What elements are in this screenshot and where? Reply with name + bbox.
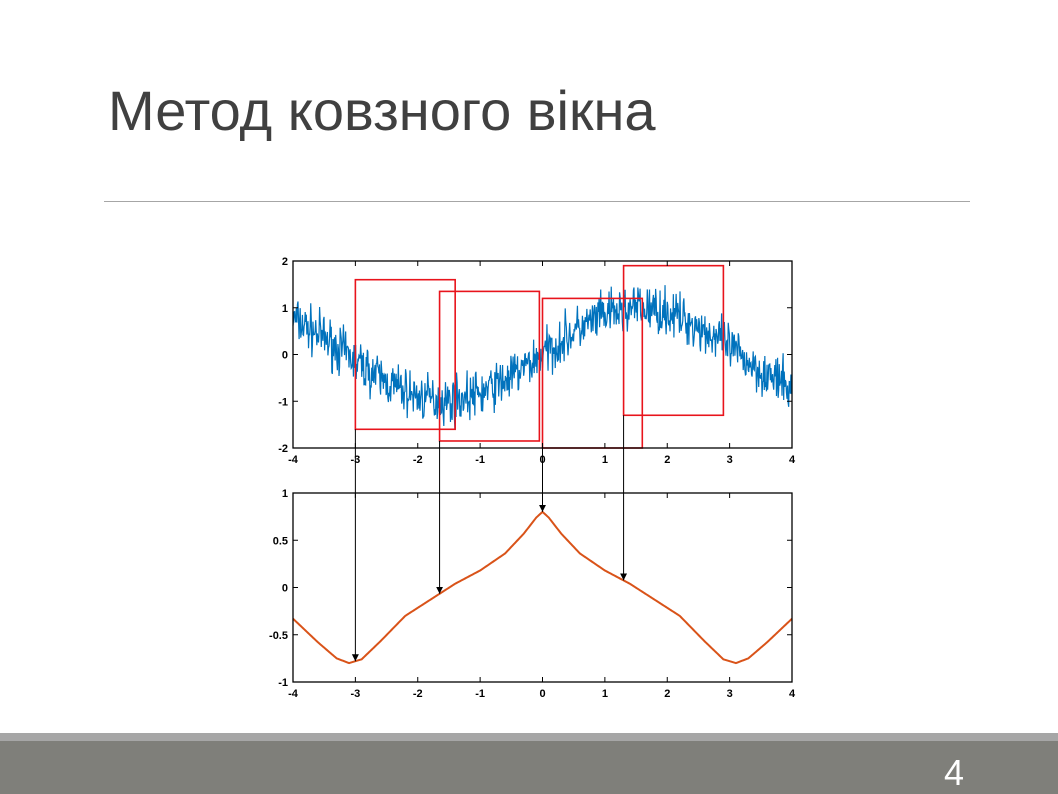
- bottom-ytick-label: -0.5: [269, 630, 288, 642]
- bottom-ytick-label: -1: [278, 677, 288, 689]
- top-xtick-label: 2: [664, 454, 670, 466]
- page-number: 4: [943, 752, 964, 793]
- top-xtick-label: -2: [413, 454, 423, 466]
- top-xtick-label: 4: [789, 454, 796, 466]
- slide-title: Метод ковзного вікна: [108, 79, 656, 142]
- bottom-ytick-label: 1: [282, 488, 288, 500]
- bottom-xtick-label: 1: [602, 688, 608, 700]
- top-xtick-label: -1: [475, 454, 485, 466]
- top-ytick-label: 1: [282, 303, 288, 315]
- smoothed-signal-plot: -4 -3 -2 -1 0 1 2 3 4 1 0.5 0 -0.5 -1: [269, 488, 796, 700]
- bottom-xtick-label: -1: [475, 688, 485, 700]
- footer-bar: [0, 741, 1058, 794]
- bottom-ytick-label: 0: [282, 583, 288, 595]
- smoothed-curve-line: [292, 510, 793, 665]
- bottom-xtick-label: 4: [789, 688, 796, 700]
- window-box-1: [354, 278, 456, 431]
- title-divider: [104, 201, 970, 202]
- bottom-ytick-label: 0.5: [273, 535, 288, 547]
- top-xtick-label: 3: [727, 454, 733, 466]
- top-ytick-label: -1: [278, 396, 288, 408]
- bottom-xtick-label: -4: [288, 688, 299, 700]
- footer-accent-line: [0, 733, 1058, 741]
- window-box-4: [622, 264, 725, 417]
- window-to-result-arrows: [351, 415, 628, 662]
- bottom-xtick-label: 0: [539, 688, 545, 700]
- top-ytick-label: 0: [282, 350, 288, 362]
- bottom-xtick-label: -2: [413, 688, 423, 700]
- bottom-xtick-label: 2: [664, 688, 670, 700]
- top-xtick-label: 1: [602, 454, 608, 466]
- top-ytick-label: 2: [282, 256, 288, 268]
- top-ytick-label: -2: [278, 443, 288, 455]
- bottom-xtick-label: 3: [727, 688, 733, 700]
- noisy-signal-plot: -4-3-2-101234210-1-2: [278, 256, 796, 466]
- bottom-xtick-label: -3: [350, 688, 360, 700]
- top-xtick-label: -4: [288, 454, 299, 466]
- window-box-2: [438, 290, 541, 442]
